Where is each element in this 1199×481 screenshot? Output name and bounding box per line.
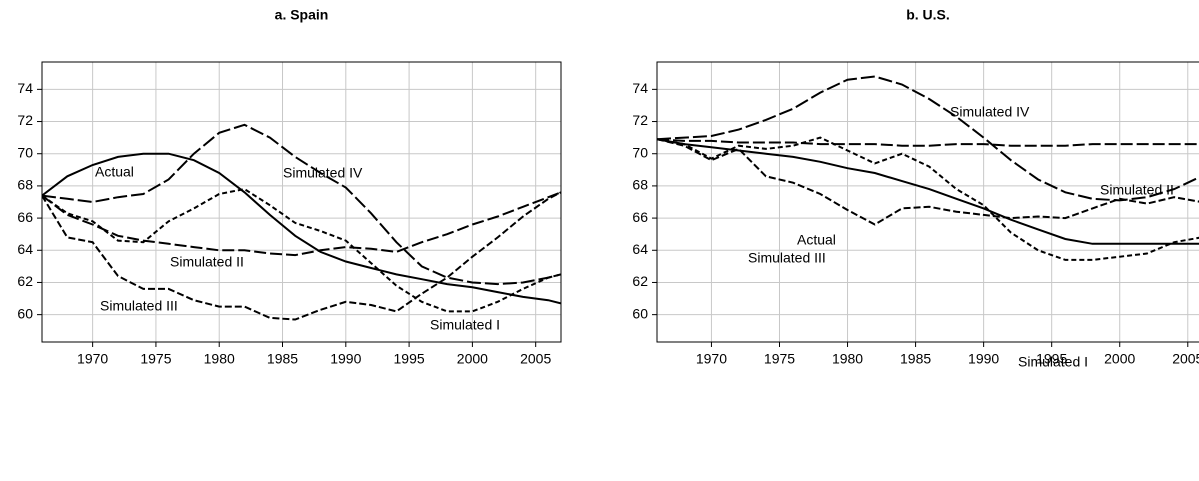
- y-tick-label: 68: [17, 177, 33, 193]
- series-label: Simulated III: [748, 250, 826, 266]
- series-line: [657, 136, 1199, 261]
- y-tick-label: 72: [632, 112, 648, 128]
- x-tick-label: 1990: [968, 351, 999, 367]
- x-tick-label: 1995: [1036, 351, 1067, 367]
- series-label: Simulated I: [430, 317, 500, 333]
- x-tick-label: 1975: [764, 351, 795, 367]
- y-tick-label: 66: [17, 209, 33, 225]
- series-label: Simulated III: [100, 298, 178, 314]
- x-tick-label: 2005: [520, 351, 551, 367]
- series-label: Simulated II: [170, 254, 244, 270]
- y-tick-label: 60: [17, 305, 33, 321]
- y-tick-label: 70: [632, 144, 648, 160]
- x-tick-label: 2000: [457, 351, 488, 367]
- x-tick-label: 1980: [204, 351, 235, 367]
- plot-frame: [656, 61, 1199, 343]
- series-line: [42, 191, 561, 257]
- series-line: [42, 123, 561, 286]
- series-label: Simulated I: [1018, 354, 1088, 370]
- series-label: Simulated IV: [950, 104, 1030, 120]
- y-tick-label: 74: [17, 80, 33, 96]
- y-tick-label: 62: [17, 273, 33, 289]
- y-tick-label: 74: [632, 80, 648, 96]
- x-tick-label: 2000: [1104, 351, 1135, 367]
- x-tick-label: 1990: [330, 351, 361, 367]
- y-tick-label: 60: [632, 305, 648, 321]
- y-tick-label: 72: [17, 112, 33, 128]
- y-tick-label: 66: [632, 209, 648, 225]
- series-line: [657, 138, 1199, 147]
- series-label: Simulated IV: [283, 165, 363, 181]
- series-label: Actual: [95, 164, 134, 180]
- x-tick-label: 1985: [900, 351, 931, 367]
- series-line: [657, 138, 1199, 245]
- y-tick-label: 62: [632, 273, 648, 289]
- x-tick-label: 1980: [832, 351, 863, 367]
- plot-frame: [41, 61, 562, 343]
- series-line: [42, 152, 561, 305]
- x-tick-label: 1985: [267, 351, 298, 367]
- x-tick-label: 2005: [1172, 351, 1199, 367]
- chart-title: b. U.S.: [906, 7, 950, 23]
- series-line: [657, 75, 1199, 202]
- y-tick-label: 68: [632, 177, 648, 193]
- x-tick-label: 1975: [140, 351, 171, 367]
- series-line: [42, 191, 561, 321]
- y-tick-label: 64: [17, 241, 33, 257]
- series-line: [657, 138, 1199, 226]
- series-label: Actual: [797, 232, 836, 248]
- x-tick-label: 1970: [77, 351, 108, 367]
- series-label: Simulated II: [1100, 182, 1174, 198]
- x-tick-label: 1995: [394, 351, 425, 367]
- x-tick-label: 1970: [696, 351, 727, 367]
- y-tick-label: 70: [17, 144, 33, 160]
- chart-title: a. Spain: [275, 7, 329, 23]
- series-line: [42, 188, 561, 313]
- y-tick-label: 64: [632, 241, 648, 257]
